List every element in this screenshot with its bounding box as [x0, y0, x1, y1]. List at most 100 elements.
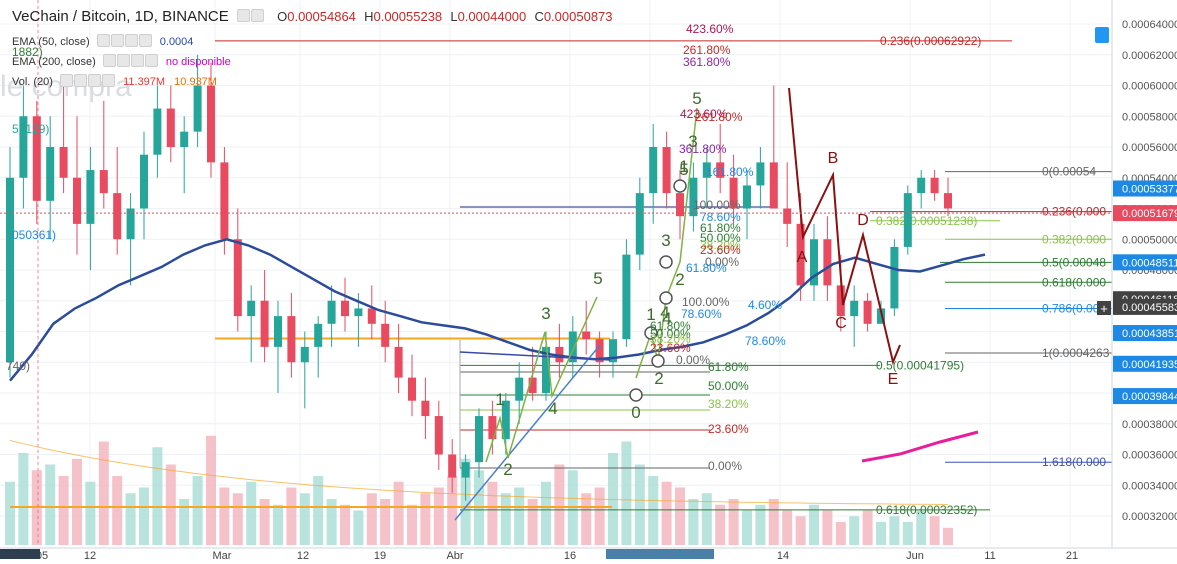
candle-body — [475, 416, 483, 463]
price-axis-label: 0.00064000 — [1122, 19, 1177, 31]
candle-body — [220, 162, 229, 240]
ema200-line — [861, 430, 979, 463]
volume-bar — [889, 516, 900, 545]
time-axis-label: 12 — [84, 550, 96, 559]
scale-toggle-icon — [1095, 27, 1109, 43]
time-axis-tag — [0, 549, 40, 559]
time-axis-label: Abr — [446, 550, 463, 559]
time-axis-label: 12 — [297, 550, 309, 559]
gear-icon[interactable] — [74, 74, 88, 87]
close-icon[interactable] — [144, 54, 158, 67]
volume-bar — [206, 435, 216, 545]
eye-icon[interactable] — [236, 8, 250, 22]
elliott-wave-label: 2 — [654, 369, 663, 388]
candle-body — [341, 300, 349, 317]
time-axis-label: 19 — [374, 550, 386, 559]
candle-body — [354, 308, 363, 317]
fib-extension-label: 100.00% — [693, 198, 741, 212]
volume-legend[interactable]: Vol. (20) 11.397M 10.937M — [12, 74, 217, 90]
price-tag-label: 0.00045583 — [1122, 302, 1177, 314]
candlestick-series — [6, 54, 952, 501]
abcde-wave-label: B — [828, 150, 839, 167]
elliott-wave-label: 1 — [646, 305, 655, 324]
fib-extension-label: 161.80% — [706, 165, 754, 179]
candle-body — [207, 85, 215, 163]
elliott-wave-label: 4 — [548, 399, 557, 418]
gear-icon[interactable] — [116, 54, 130, 67]
price-axis-label: 0.00050000 — [1122, 234, 1177, 246]
volume-bar — [594, 487, 605, 545]
price-tag-label: 0.00039844 — [1122, 391, 1177, 403]
price-tag-label: 0.00048511 — [1122, 257, 1177, 269]
fib-extension-label: 261.80% — [683, 43, 731, 57]
candle-body — [863, 300, 872, 324]
fib-level-label: 0.236(0.00062922) — [880, 34, 981, 48]
candle-body — [153, 108, 162, 155]
close-icon[interactable] — [138, 34, 152, 47]
price-tag — [1113, 325, 1177, 342]
candle-body — [501, 400, 510, 440]
fib-extension-label: 261.80% — [695, 110, 743, 124]
candle-body — [461, 462, 470, 478]
ema50-legend[interactable]: EMA (50, close) 0.0004 — [12, 34, 193, 50]
eye-icon[interactable] — [96, 34, 110, 47]
volume-bar — [5, 481, 15, 545]
volume-buttons[interactable] — [60, 74, 116, 90]
gear-icon[interactable] — [250, 8, 264, 22]
price-tag — [1113, 254, 1177, 271]
abcde-wave-label: E — [888, 371, 899, 388]
settings-icon[interactable] — [88, 74, 102, 87]
candle-body — [783, 208, 792, 224]
volume-bar — [152, 447, 163, 545]
fib-level-label: 0.786(0.000 — [1042, 301, 1106, 315]
volume-bar — [85, 481, 96, 545]
settings-icon[interactable] — [124, 34, 138, 47]
clipped-label: 57129) — [12, 122, 49, 136]
candle-body — [743, 185, 751, 209]
price-axis-label: 0.00062000 — [1122, 50, 1177, 62]
price-tag — [1113, 180, 1177, 197]
volume-bar — [45, 464, 56, 545]
ema200-value: no disponible — [165, 55, 231, 68]
volume-value-1: 11.397M — [123, 75, 166, 88]
ema50-buttons[interactable] — [96, 34, 153, 50]
price-tag-label: 0.00041935 — [1122, 359, 1177, 371]
fib-extension-label: 0.00% — [676, 353, 710, 367]
elliott-wave-label: 3 — [541, 304, 550, 323]
volume-bar — [822, 510, 833, 545]
ema200-legend[interactable]: EMA (200, close) no disponible — [12, 54, 231, 70]
volume-bars — [5, 435, 953, 545]
eye-icon[interactable] — [102, 54, 116, 67]
candle-body — [622, 254, 631, 340]
volume-bar — [835, 522, 846, 545]
volume-bar — [340, 504, 350, 545]
volume-bar — [273, 504, 283, 545]
ema200-buttons[interactable] — [102, 54, 159, 70]
wave-point-marker — [659, 255, 673, 269]
elliott-wave-label: 3 — [688, 132, 697, 151]
candle-body — [287, 316, 296, 363]
volume-bar — [862, 510, 873, 545]
elliott-wave-label: 2 — [503, 460, 512, 479]
ema50-value: 0.0004 — [159, 35, 194, 48]
settings-icon[interactable] — [130, 54, 144, 67]
candle-body — [716, 162, 725, 178]
volume-bar — [581, 493, 592, 545]
candle-body — [528, 377, 537, 393]
close-icon[interactable] — [102, 74, 116, 87]
symbol-header: VeChain / Bitcoin, 1D, BINANCE O0.000548… — [12, 8, 613, 26]
gear-icon[interactable] — [110, 34, 124, 47]
crosshair-plus-icon-bg — [1097, 301, 1111, 315]
fib-extension-label: 23.60% — [708, 422, 749, 436]
time-axis-label: Jun — [906, 550, 924, 559]
time-axis-label: 16 — [564, 550, 576, 559]
price-axis-background — [1112, 0, 1177, 559]
symbol-title[interactable]: VeChain / Bitcoin, 1D, BINANCE — [12, 8, 229, 25]
candle-body — [6, 177, 14, 363]
volume-bar — [849, 516, 860, 545]
title-buttons[interactable] — [236, 8, 265, 26]
volume-bar — [380, 499, 391, 545]
eye-icon[interactable] — [60, 74, 74, 87]
volume-bar — [487, 481, 498, 545]
